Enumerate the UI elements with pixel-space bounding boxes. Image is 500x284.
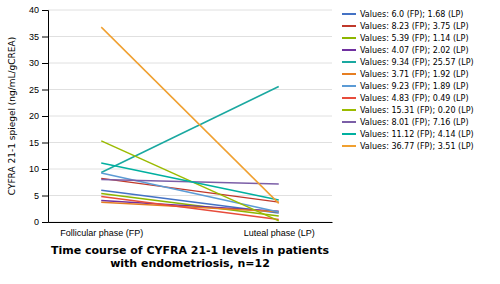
y-tick: 0 [34, 217, 48, 227]
legend-item: Values: 9.34 (FP); 25.57 (LP) [342, 58, 474, 67]
y-tick-mark [42, 116, 48, 117]
y-tick-mark [42, 63, 48, 64]
grid-line [48, 195, 332, 196]
legend-label: Values: 8.23 (FP); 3.75 (LP) [360, 22, 469, 31]
y-tick-mark [42, 37, 48, 38]
y-tick-mark [42, 90, 48, 91]
series-line [101, 202, 279, 211]
y-tick-label: 5 [34, 191, 39, 201]
grid-line [48, 89, 332, 90]
y-tick: 40 [29, 5, 48, 15]
title: Time course of CYFRA 21-1 levels in pati… [51, 244, 329, 270]
legend-swatch [342, 37, 356, 39]
legend-swatch [342, 109, 356, 111]
legend-swatch [342, 61, 356, 63]
series-line [101, 163, 279, 200]
series-line [101, 141, 279, 221]
legend-label: Values: 4.83 (FP); 0.49 (LP) [360, 94, 469, 103]
y-tick-label: 30 [29, 58, 39, 68]
legend-item: Values: 3.71 (FP); 1.92 (LP) [342, 70, 469, 79]
x-axis-line [49, 222, 333, 223]
x-tick: Luteal phase (LP) [244, 228, 315, 238]
legend-label: Values: 9.34 (FP); 25.57 (LP) [360, 58, 474, 67]
x-tick-label: Luteal phase (LP) [244, 228, 315, 238]
title-line: Time course of CYFRA 21-1 levels in pati… [51, 244, 329, 257]
y-axis-line [42, 11, 49, 223]
y-tick-mark [42, 10, 48, 11]
y-tick: 5 [34, 191, 48, 201]
legend-swatch [342, 73, 356, 75]
grid-line [48, 222, 332, 223]
legend-item: Values: 8.01 (FP); 7.16 (LP) [342, 118, 469, 127]
y-tick-mark [42, 222, 48, 223]
legend-swatch [342, 145, 356, 147]
grid-line [48, 142, 332, 143]
legend-item: Values: 36.77 (FP); 3.51 (LP) [342, 142, 474, 151]
grid-line [48, 10, 332, 11]
legend-item: Values: 6.0 (FP); 1.68 (LP) [342, 10, 463, 19]
y-tick-label: 35 [29, 32, 39, 42]
legend-item: Values: 15.31 (FP); 0.20 (LP) [342, 106, 474, 115]
legend-item: Values: 9.23 (FP); 1.89 (LP) [342, 82, 469, 91]
series-line [101, 193, 279, 216]
legend-label: Values: 15.31 (FP); 0.20 (LP) [360, 106, 474, 115]
legend-label: Values: 11.12 (FP); 4.14 (LP) [360, 130, 474, 139]
x-axis: Follicular phase (FP) Luteal phase (LP) [49, 223, 333, 239]
y-tick-label: 25 [29, 85, 39, 95]
legend-item: Values: 4.07 (FP); 2.02 (LP) [342, 46, 469, 55]
series-line [101, 173, 279, 212]
y-tick: 10 [29, 164, 48, 174]
lines [101, 27, 279, 221]
y-axis: 0 5 10 15 20 25 30 35 40 [29, 5, 49, 227]
y-tick: 20 [29, 111, 48, 121]
legend-label: Values: 6.0 (FP); 1.68 (LP) [360, 10, 463, 19]
chart: 0 5 10 15 20 25 30 35 40 Follicular phase (FP) Lut… [0, 0, 500, 284]
y-tick-label: 10 [29, 164, 39, 174]
legend-swatch [342, 13, 356, 15]
grid [48, 10, 332, 222]
legend-label: Values: 9.23 (FP); 1.89 (LP) [360, 82, 469, 91]
x-tick-label: Follicular phase (FP) [60, 228, 143, 238]
legend-item: Values: 8.23 (FP); 3.75 (LP) [342, 22, 469, 31]
y-axis-title: CYFRA 21-1 spiegel (ng/mL/gCREA) [7, 37, 17, 195]
legend-swatch [342, 133, 356, 135]
legend-swatch [342, 49, 356, 51]
legend-label: Values: 36.77 (FP); 3.51 (LP) [360, 142, 474, 151]
y-tick-label: 0 [34, 217, 39, 227]
legend-label: Values: 3.71 (FP); 1.92 (LP) [360, 70, 469, 79]
y-tick: 35 [29, 32, 48, 42]
title-line: with endometriosis, n=12 [110, 257, 270, 270]
legend-label: Values: 5.39 (FP); 1.14 (LP) [360, 34, 469, 43]
grid-line [48, 63, 332, 64]
legend-swatch [342, 85, 356, 87]
legend-item: Values: 5.39 (FP); 1.14 (LP) [342, 34, 469, 43]
legend-label: Values: 4.07 (FP); 2.02 (LP) [360, 46, 469, 55]
x-tick: Follicular phase (FP) [60, 228, 143, 238]
y-tick: 30 [29, 58, 48, 68]
grid-line [48, 36, 332, 37]
series-line [101, 27, 279, 203]
y-tick-label: 15 [29, 138, 39, 148]
grid-line [48, 169, 332, 170]
y-tick: 25 [29, 85, 48, 95]
legend-swatch [342, 121, 356, 123]
legend-swatch [342, 25, 356, 27]
plot: 0 5 10 15 20 25 30 35 40 Follicular phase (FP) Lut… [29, 5, 333, 238]
y-tick-mark [42, 143, 48, 144]
legend-label: Values: 8.01 (FP); 7.16 (LP) [360, 118, 469, 127]
y-tick: 15 [29, 138, 48, 148]
legend-swatch [342, 97, 356, 99]
y-tick-mark [42, 169, 48, 170]
series-line [101, 86, 279, 172]
y-tick-label: 20 [29, 111, 39, 121]
legend-item: Values: 11.12 (FP); 4.14 (LP) [342, 130, 474, 139]
series-line [101, 196, 279, 219]
y-tick-label: 40 [29, 5, 39, 15]
legend-item: Values: 4.83 (FP); 0.49 (LP) [342, 94, 469, 103]
y-tick-mark [42, 196, 48, 197]
legend: Values: 6.0 (FP); 1.68 (LP) Values: 8.23 … [342, 10, 474, 151]
